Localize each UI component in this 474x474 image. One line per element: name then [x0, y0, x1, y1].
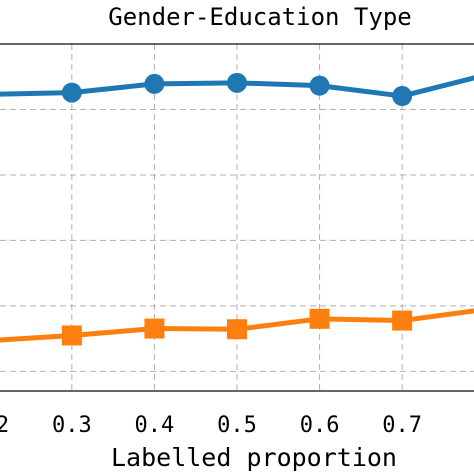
data-point-1-4: [309, 308, 330, 329]
x-tick-label: 0.5: [217, 413, 257, 438]
data-point-0-5: [392, 86, 413, 107]
data-point-0-3: [227, 72, 247, 93]
x-tick-label: 0.6: [300, 413, 340, 438]
data-point-1-1: [61, 325, 82, 346]
chart-title: Gender-Education Type: [108, 3, 411, 31]
data-point-0-2: [144, 73, 165, 94]
x-axis-label: Labelled proportion: [111, 443, 397, 472]
plot-frame: [0, 43, 474, 392]
x-tick-label: 0.4: [135, 413, 175, 438]
x-tick-label: 0.2: [0, 413, 9, 438]
data-point-1-3: [227, 319, 247, 340]
x-tick-labels: 0.2 0.3 0.4 0.5 0.6 0.7: [0, 413, 422, 438]
series-layer: [0, 72, 474, 346]
data-point-1-2: [144, 318, 165, 339]
x-tick-label: 0.7: [382, 413, 422, 438]
x-tick-label: 0.3: [52, 413, 92, 438]
data-point-1-5: [392, 310, 413, 331]
data-point-0-1: [61, 82, 82, 103]
data-point-0-4: [309, 75, 330, 96]
grid: [0, 44, 474, 391]
